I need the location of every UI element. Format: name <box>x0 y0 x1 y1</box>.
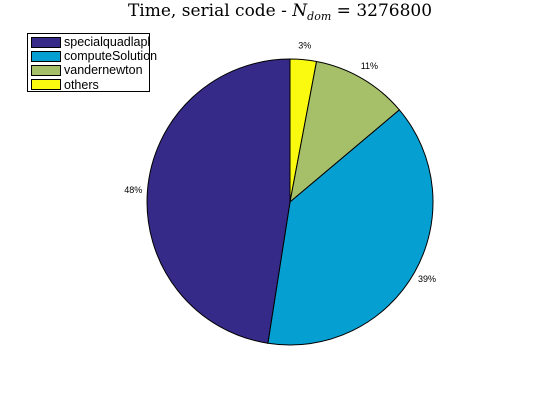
legend-label: vandernewton <box>64 63 143 78</box>
pie-slice-specialquadlapl <box>146 58 291 344</box>
legend-item: others <box>28 78 149 92</box>
pie-slice-vandernewton <box>289 60 401 204</box>
legend-swatch <box>31 50 61 62</box>
legend-item: computeSolution <box>28 49 157 63</box>
title-subscript: dom <box>307 10 332 23</box>
legend-item: specialquadlapl <box>28 35 151 50</box>
legend-swatch <box>31 64 61 76</box>
pie-label-computesolution: 39% <box>418 274 436 284</box>
legend-label: computeSolution <box>64 49 158 64</box>
legend-item: vandernewton <box>28 63 149 77</box>
pie-label-vandernewton: 11% <box>361 61 378 71</box>
legend-label: others <box>64 77 99 92</box>
legend: specialquadlapl computeSolution vanderne… <box>27 33 157 92</box>
title-variable: N <box>292 1 308 21</box>
legend-swatch <box>31 36 61 48</box>
legend-label: specialquadlapl <box>64 35 151 50</box>
pie-label-specialquadlapl: 48% <box>124 185 142 195</box>
legend-swatch <box>31 79 61 91</box>
title-prefix: Time, serial code - <box>127 1 293 21</box>
chart-title: Time, serial code - Ndom = 3276800 <box>0 1 560 23</box>
pie-slice-computesolution <box>267 109 434 346</box>
title-suffix: = 3276800 <box>331 1 433 21</box>
pie-label-others: 3% <box>298 40 311 50</box>
